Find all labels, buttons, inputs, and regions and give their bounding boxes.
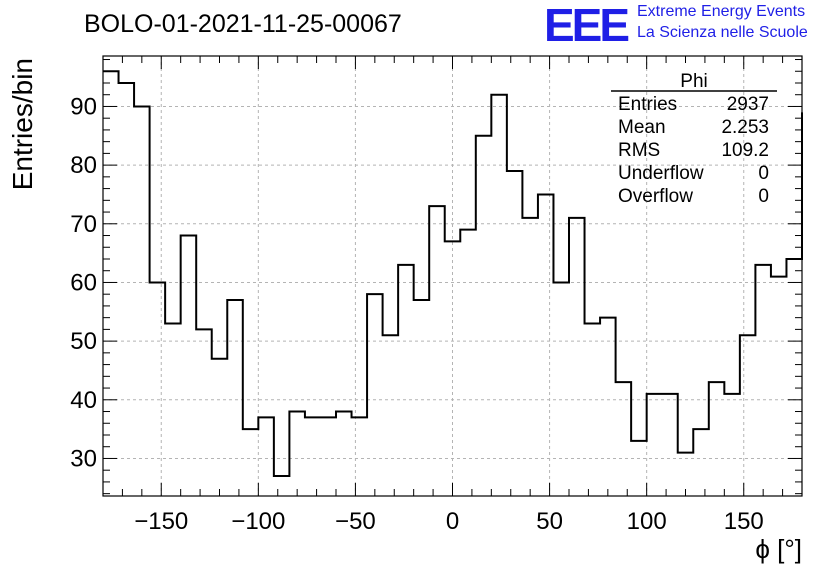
histogram-bin [165,324,181,496]
histogram-bin [320,417,336,496]
histogram-bin [693,429,709,496]
eee-logo: EEE [544,0,630,51]
stats-label: Mean [618,117,666,138]
histogram-bin [460,230,476,496]
histogram-bin [600,318,616,496]
histogram-bin [476,136,492,496]
x-tick-label: 150 [724,508,764,535]
histogram-bin [522,218,538,496]
histogram-bin [678,453,694,496]
histogram-bin [538,194,554,496]
histogram-bin [491,95,507,496]
histogram-bin [258,417,274,496]
y-tick-label: 90 [70,93,97,120]
y-tick-label: 40 [70,387,97,414]
histogram-bin [103,71,119,496]
y-tick-label: 60 [70,269,97,296]
stats-label: Underflow [618,163,704,184]
histogram-bin [724,394,740,496]
histogram-bin [553,282,569,496]
histogram-bin [274,476,290,496]
histogram-bin [243,429,259,496]
y-tick-label: 30 [70,445,97,472]
histogram-bin [709,382,725,496]
histogram-bin [305,417,321,496]
histogram-bin [569,218,585,496]
histogram-bin [181,236,197,496]
histogram-bin [367,294,383,496]
stats-value: 109.2 [721,140,769,161]
stats-label: RMS [618,140,660,161]
x-tick-label: −100 [231,508,285,535]
histogram-bin [196,329,212,496]
histogram-title: BOLO-01-2021-11-25-00067 [84,10,402,38]
histogram-bin [740,335,756,496]
histogram-bin [134,106,150,496]
y-tick-label: 50 [70,328,97,355]
stats-header: Phi [680,71,707,92]
histogram-bin [445,241,461,496]
histogram-bin [507,171,523,496]
histogram-bin [585,324,601,496]
x-tick-label: 0 [446,508,459,535]
x-tick-label: 100 [627,508,667,535]
histogram-bin [755,265,771,496]
histogram-bin [150,282,166,496]
logo-line-1: Extreme Energy Events [637,3,806,20]
histogram-bin [212,359,228,496]
histogram-bin [631,441,647,496]
stats-value: 2937 [727,94,769,115]
stats-value: 0 [758,163,769,184]
histogram-bin [289,412,305,496]
stats-label: Entries [618,94,677,115]
histogram-bin [119,83,135,496]
x-tick-label: −50 [335,508,376,535]
x-axis-title: ϕ [°] [755,534,802,564]
histogram-bin [429,206,445,496]
stats-value: 0 [758,186,769,207]
stats-label: Overflow [618,186,693,207]
logo-line-2: La Scienza nelle Scuole [637,24,808,41]
histogram-bin [352,417,368,496]
histogram-bin [414,300,430,496]
x-tick-label: −150 [134,508,188,535]
histogram-bin [383,335,399,496]
histogram-bin [771,277,787,496]
histogram-bin [398,265,414,496]
histogram-bin [662,394,678,496]
histogram-bin [786,259,802,496]
histogram-bin [336,412,352,496]
x-tick-label: 50 [536,508,563,535]
histogram-line [103,70,803,478]
y-tick-label: 70 [70,211,97,238]
stats-value: 2.253 [721,117,769,138]
histogram-bin [647,394,663,496]
histogram-bin [616,382,632,496]
y-tick-label: 80 [70,152,97,179]
histogram-bin [227,300,243,496]
y-axis-title: Entries/bin [7,58,38,190]
